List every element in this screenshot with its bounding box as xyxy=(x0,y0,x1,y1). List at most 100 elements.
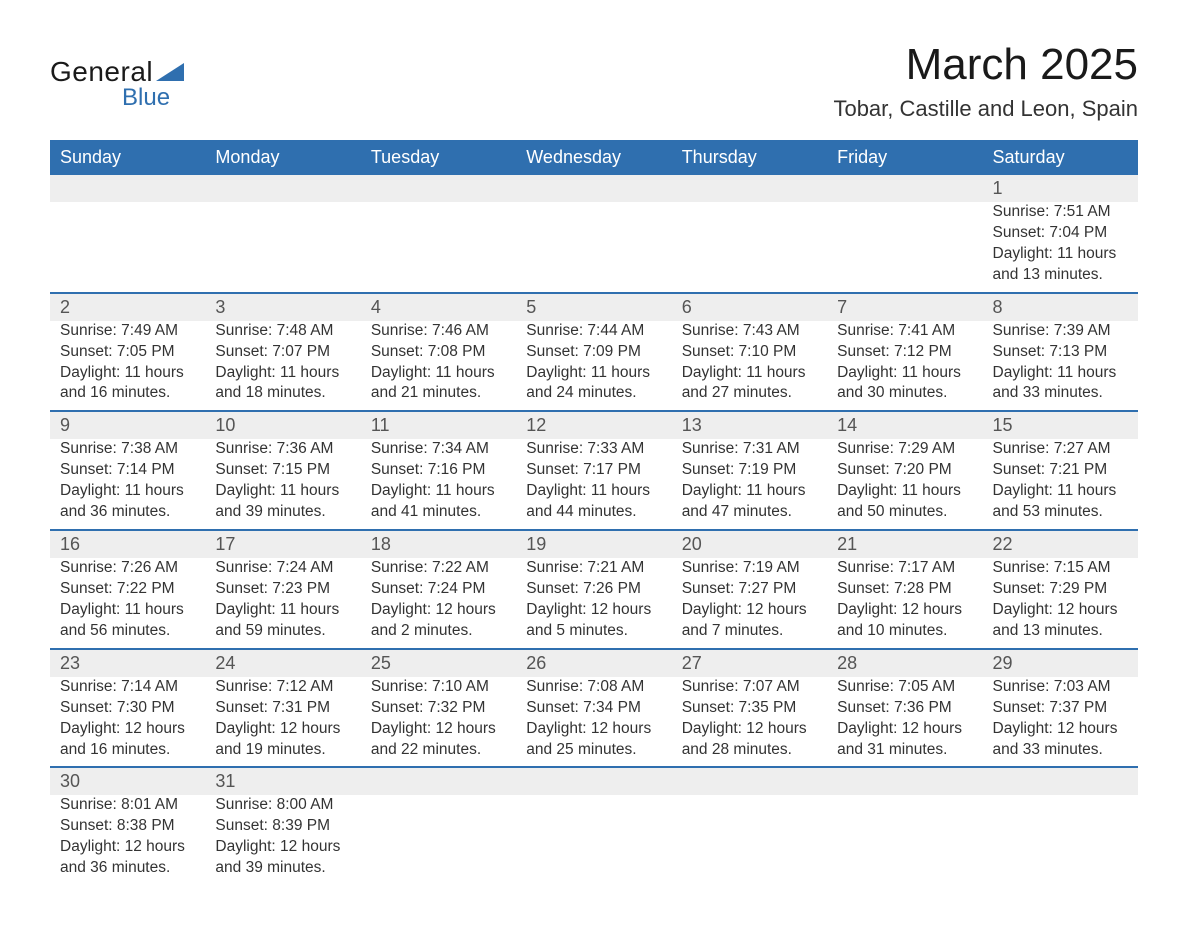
day-cell: Sunrise: 7:31 AMSunset: 7:19 PMDaylight:… xyxy=(672,439,827,529)
sunrise-text: Sunrise: 7:48 AM xyxy=(215,321,350,342)
day-cell xyxy=(672,795,827,885)
sunset-text: Sunset: 8:39 PM xyxy=(215,816,350,837)
daylight-text: Daylight: 11 hours and 50 minutes. xyxy=(837,481,972,523)
sunset-text: Sunset: 7:10 PM xyxy=(682,342,817,363)
day-number xyxy=(50,175,205,202)
daylight-text: Daylight: 12 hours and 7 minutes. xyxy=(682,600,817,642)
day-header: Monday xyxy=(205,140,360,175)
day-header-row: SundayMondayTuesdayWednesdayThursdayFrid… xyxy=(50,140,1138,175)
daynum-row: 3031 xyxy=(50,768,1138,795)
day-cell: Sunrise: 7:36 AMSunset: 7:15 PMDaylight:… xyxy=(205,439,360,529)
sunset-text: Sunset: 7:16 PM xyxy=(371,460,506,481)
day-cell: Sunrise: 7:27 AMSunset: 7:21 PMDaylight:… xyxy=(983,439,1138,529)
daylight-text: Daylight: 11 hours and 16 minutes. xyxy=(60,363,195,405)
daylight-text: Daylight: 12 hours and 10 minutes. xyxy=(837,600,972,642)
day-number: 2 xyxy=(50,294,205,321)
day-header: Saturday xyxy=(983,140,1138,175)
day-cell: Sunrise: 7:41 AMSunset: 7:12 PMDaylight:… xyxy=(827,321,982,411)
day-number: 17 xyxy=(205,531,360,558)
sunrise-text: Sunrise: 7:31 AM xyxy=(682,439,817,460)
daylight-text: Daylight: 12 hours and 31 minutes. xyxy=(837,719,972,761)
daylight-text: Daylight: 12 hours and 28 minutes. xyxy=(682,719,817,761)
sunrise-text: Sunrise: 7:05 AM xyxy=(837,677,972,698)
daylight-text: Daylight: 12 hours and 25 minutes. xyxy=(526,719,661,761)
daylight-text: Daylight: 11 hours and 53 minutes. xyxy=(993,481,1128,523)
daylight-text: Daylight: 11 hours and 33 minutes. xyxy=(993,363,1128,405)
sunrise-text: Sunrise: 7:49 AM xyxy=(60,321,195,342)
day-number: 23 xyxy=(50,650,205,677)
sunset-text: Sunset: 7:28 PM xyxy=(837,579,972,600)
sunset-text: Sunset: 8:38 PM xyxy=(60,816,195,837)
day-cell xyxy=(516,202,671,292)
sunset-text: Sunset: 7:34 PM xyxy=(526,698,661,719)
day-cell xyxy=(361,202,516,292)
sunrise-text: Sunrise: 7:44 AM xyxy=(526,321,661,342)
sunrise-text: Sunrise: 7:33 AM xyxy=(526,439,661,460)
day-cell: Sunrise: 7:03 AMSunset: 7:37 PMDaylight:… xyxy=(983,677,1138,767)
day-cell: Sunrise: 7:26 AMSunset: 7:22 PMDaylight:… xyxy=(50,558,205,648)
day-number: 14 xyxy=(827,412,982,439)
daynum-row: 9101112131415 xyxy=(50,412,1138,439)
week-row: Sunrise: 7:26 AMSunset: 7:22 PMDaylight:… xyxy=(50,558,1138,650)
day-cell xyxy=(205,202,360,292)
day-number: 22 xyxy=(983,531,1138,558)
sunrise-text: Sunrise: 7:51 AM xyxy=(993,202,1128,223)
sunset-text: Sunset: 7:27 PM xyxy=(682,579,817,600)
daylight-text: Daylight: 11 hours and 13 minutes. xyxy=(993,244,1128,286)
day-cell: Sunrise: 7:33 AMSunset: 7:17 PMDaylight:… xyxy=(516,439,671,529)
day-cell: Sunrise: 7:48 AMSunset: 7:07 PMDaylight:… xyxy=(205,321,360,411)
daylight-text: Daylight: 12 hours and 22 minutes. xyxy=(371,719,506,761)
sunset-text: Sunset: 7:31 PM xyxy=(215,698,350,719)
sunrise-text: Sunrise: 8:00 AM xyxy=(215,795,350,816)
daylight-text: Daylight: 11 hours and 24 minutes. xyxy=(526,363,661,405)
day-number: 20 xyxy=(672,531,827,558)
sunset-text: Sunset: 7:14 PM xyxy=(60,460,195,481)
sunrise-text: Sunrise: 7:43 AM xyxy=(682,321,817,342)
daylight-text: Daylight: 11 hours and 36 minutes. xyxy=(60,481,195,523)
daylight-text: Daylight: 12 hours and 13 minutes. xyxy=(993,600,1128,642)
sunset-text: Sunset: 7:09 PM xyxy=(526,342,661,363)
location-subtitle: Tobar, Castille and Leon, Spain xyxy=(833,96,1138,122)
daylight-text: Daylight: 12 hours and 16 minutes. xyxy=(60,719,195,761)
day-header: Friday xyxy=(827,140,982,175)
daylight-text: Daylight: 12 hours and 5 minutes. xyxy=(526,600,661,642)
day-number xyxy=(983,768,1138,795)
day-number: 9 xyxy=(50,412,205,439)
day-cell: Sunrise: 7:15 AMSunset: 7:29 PMDaylight:… xyxy=(983,558,1138,648)
daylight-text: Daylight: 12 hours and 33 minutes. xyxy=(993,719,1128,761)
daylight-text: Daylight: 11 hours and 59 minutes. xyxy=(215,600,350,642)
sunset-text: Sunset: 7:04 PM xyxy=(993,223,1128,244)
sunrise-text: Sunrise: 7:08 AM xyxy=(526,677,661,698)
daylight-text: Daylight: 11 hours and 21 minutes. xyxy=(371,363,506,405)
day-number: 4 xyxy=(361,294,516,321)
day-number xyxy=(361,768,516,795)
sunrise-text: Sunrise: 7:19 AM xyxy=(682,558,817,579)
sunset-text: Sunset: 7:37 PM xyxy=(993,698,1128,719)
day-cell: Sunrise: 8:01 AMSunset: 8:38 PMDaylight:… xyxy=(50,795,205,885)
calendar: SundayMondayTuesdayWednesdayThursdayFrid… xyxy=(50,140,1138,885)
sunrise-text: Sunrise: 7:46 AM xyxy=(371,321,506,342)
day-number: 11 xyxy=(361,412,516,439)
week-row: Sunrise: 7:38 AMSunset: 7:14 PMDaylight:… xyxy=(50,439,1138,531)
day-cell: Sunrise: 7:05 AMSunset: 7:36 PMDaylight:… xyxy=(827,677,982,767)
day-cell: Sunrise: 7:34 AMSunset: 7:16 PMDaylight:… xyxy=(361,439,516,529)
logo: General Blue xyxy=(50,40,184,112)
day-header: Sunday xyxy=(50,140,205,175)
sunset-text: Sunset: 7:35 PM xyxy=(682,698,817,719)
day-number xyxy=(516,175,671,202)
day-number xyxy=(827,768,982,795)
day-cell: Sunrise: 7:29 AMSunset: 7:20 PMDaylight:… xyxy=(827,439,982,529)
sunrise-text: Sunrise: 7:29 AM xyxy=(837,439,972,460)
day-number: 27 xyxy=(672,650,827,677)
day-header: Tuesday xyxy=(361,140,516,175)
day-number: 6 xyxy=(672,294,827,321)
daylight-text: Daylight: 12 hours and 19 minutes. xyxy=(215,719,350,761)
week-row: Sunrise: 7:51 AMSunset: 7:04 PMDaylight:… xyxy=(50,202,1138,294)
day-cell xyxy=(50,202,205,292)
day-cell xyxy=(516,795,671,885)
sunrise-text: Sunrise: 7:26 AM xyxy=(60,558,195,579)
sunrise-text: Sunrise: 7:14 AM xyxy=(60,677,195,698)
sunrise-text: Sunrise: 7:39 AM xyxy=(993,321,1128,342)
title-block: March 2025 Tobar, Castille and Leon, Spa… xyxy=(833,40,1138,122)
daylight-text: Daylight: 11 hours and 56 minutes. xyxy=(60,600,195,642)
